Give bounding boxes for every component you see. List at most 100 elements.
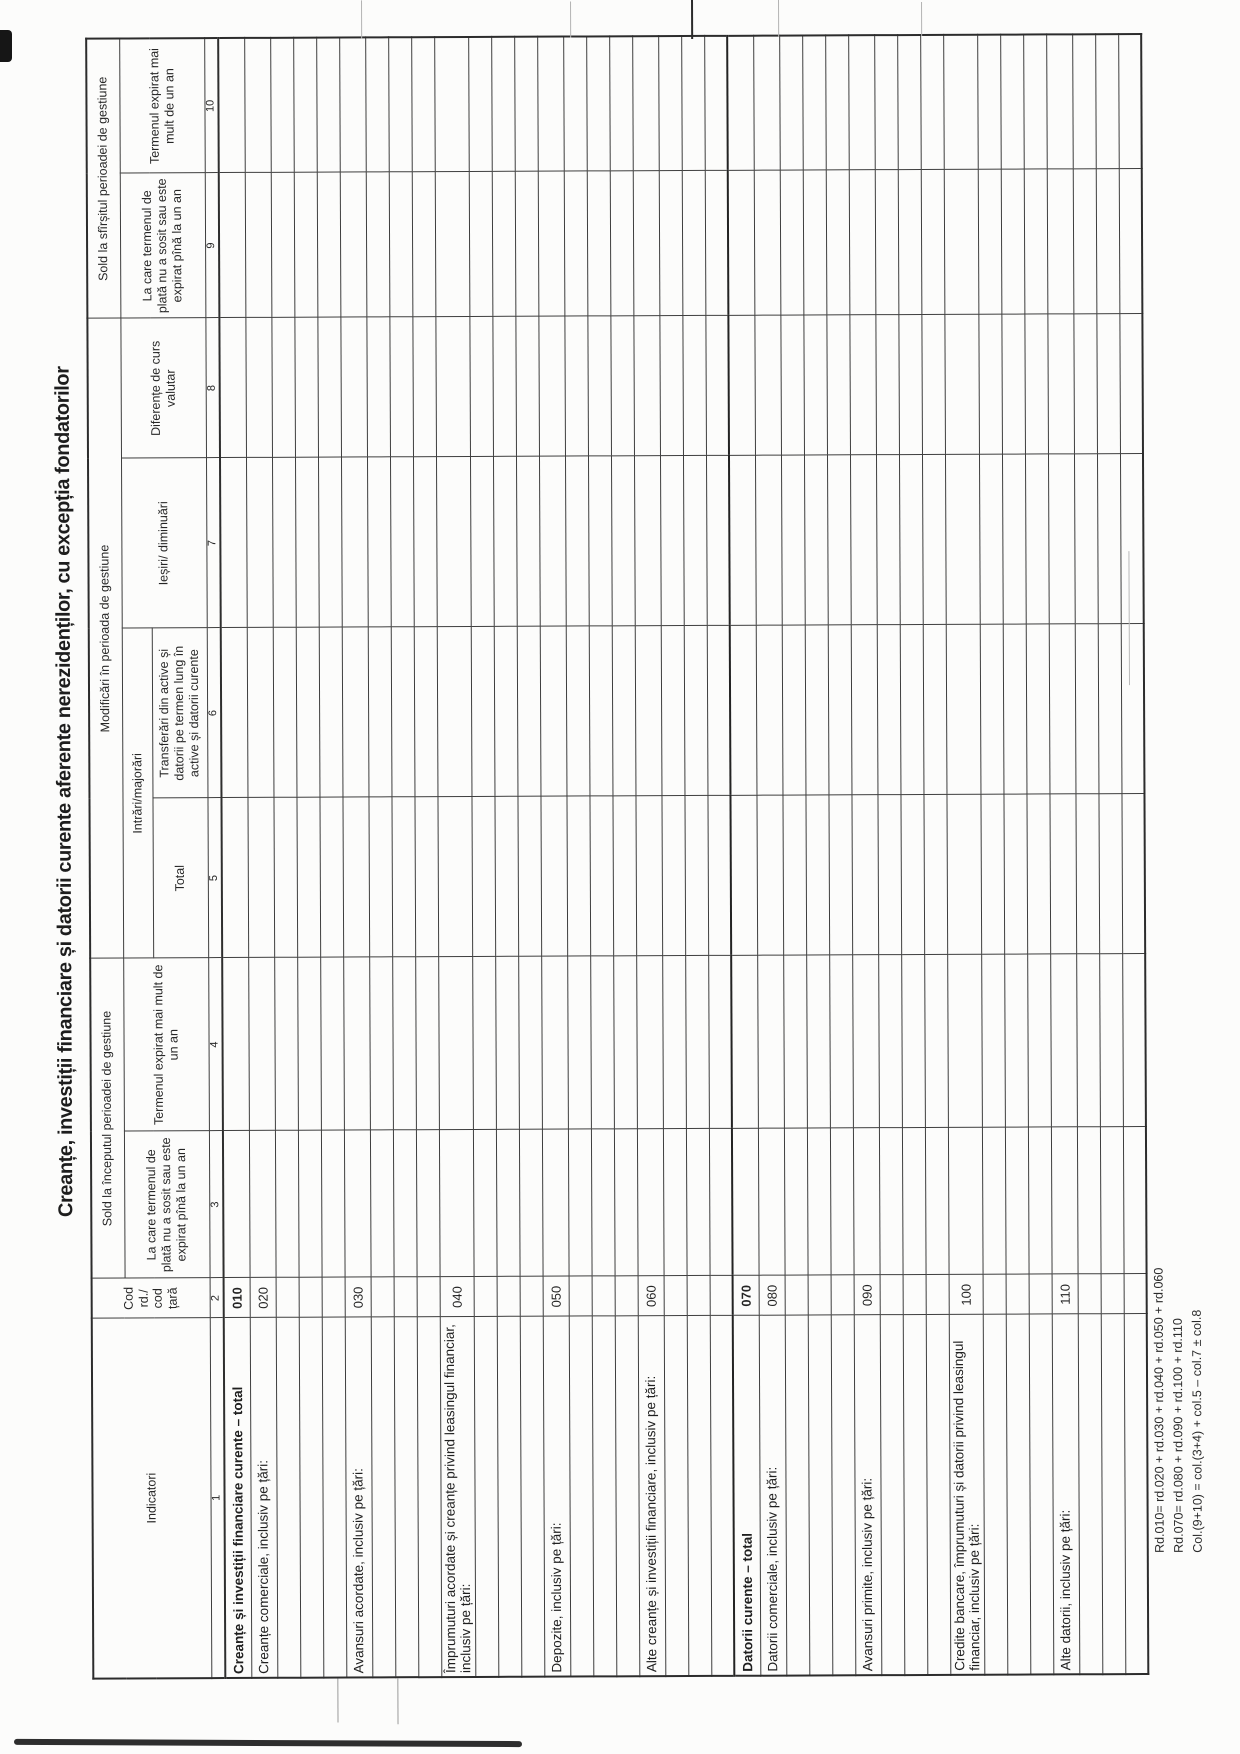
- blank-label-cell: [519, 1316, 545, 1677]
- data-cell: [1047, 314, 1074, 455]
- blank-label-cell: [1028, 1314, 1054, 1675]
- data-cell: [706, 625, 731, 796]
- data-cell: [469, 316, 493, 457]
- data-cell: [244, 37, 271, 173]
- blank-label-cell: [275, 1317, 301, 1678]
- data-cell: [515, 456, 540, 627]
- header-col9: La care termenul de plată nu a sosit sau…: [119, 173, 206, 319]
- data-cell: [754, 455, 782, 626]
- data-cell: [1024, 314, 1048, 455]
- data-cell: [220, 457, 247, 629]
- data-cell: [220, 627, 248, 799]
- data-cell: [1048, 624, 1076, 795]
- data-cell: [705, 315, 729, 456]
- data-cell: [980, 794, 1005, 955]
- data-cell: [947, 954, 982, 1128]
- row-code: 090: [853, 1275, 880, 1316]
- data-cell: [318, 627, 343, 798]
- data-cell: [366, 317, 390, 458]
- data-cell: [1050, 1127, 1078, 1275]
- blank-code-cell: [568, 1276, 592, 1317]
- data-cell: [540, 796, 568, 957]
- data-cell: [297, 957, 321, 1131]
- data-cell: [681, 170, 706, 317]
- data-cell: [634, 626, 662, 797]
- data-cell: [388, 37, 412, 173]
- data-cell: [293, 172, 318, 318]
- data-cell: [435, 316, 470, 458]
- blank-code-cell: [709, 1275, 733, 1316]
- row-label: Depozite, inclusiv pe țări:: [542, 1316, 571, 1677]
- column-number: 7: [206, 458, 221, 629]
- data-cell: [413, 627, 438, 798]
- data-cell: [825, 35, 849, 171]
- data-cell: [897, 169, 922, 316]
- blank-label-cell: [591, 1316, 617, 1677]
- data-cell: [414, 797, 439, 958]
- data-cell: [610, 316, 634, 457]
- data-cell: [783, 1128, 808, 1276]
- data-cell: [1023, 169, 1048, 315]
- data-cell: [613, 956, 637, 1130]
- data-cell: [495, 956, 519, 1130]
- data-cell: [1023, 34, 1047, 170]
- data-cell: [538, 316, 565, 457]
- data-cell: [684, 795, 709, 957]
- data-cell: [389, 457, 414, 628]
- data-cell: [757, 955, 784, 1129]
- row-code: 070: [732, 1275, 759, 1316]
- data-cell: [515, 316, 539, 457]
- scan-line-artifact: [397, 1678, 399, 1725]
- data-cell: [901, 1127, 926, 1276]
- data-cell: [849, 455, 877, 626]
- data-cell: [1075, 794, 1100, 955]
- data-cell: [491, 36, 515, 172]
- column-number: 6: [206, 628, 222, 799]
- data-cell: [541, 1129, 569, 1277]
- data-cell: [977, 34, 1001, 170]
- data-cell: [388, 172, 413, 318]
- data-cell: [565, 626, 590, 797]
- data-cell: [340, 457, 368, 628]
- data-cell: [248, 957, 275, 1131]
- data-cell: [753, 170, 781, 316]
- data-cell: [852, 955, 879, 1129]
- data-cell: [1001, 454, 1026, 625]
- data-cell: [246, 627, 274, 798]
- data-cell: [297, 1130, 322, 1278]
- blank-label-cell: [1100, 1314, 1126, 1675]
- data-cell: [438, 956, 473, 1131]
- data-cell: [365, 37, 389, 173]
- data-cell: [274, 1130, 299, 1278]
- data-cell: [1025, 624, 1050, 795]
- data-cell: [1046, 169, 1074, 315]
- data-cell: [922, 624, 947, 795]
- data-cell: [567, 956, 591, 1130]
- data-cell: [586, 36, 610, 172]
- blank-code-cell: [614, 1276, 638, 1317]
- data-cell: [898, 454, 923, 626]
- data-cell: [342, 797, 370, 958]
- blank-code-cell: [275, 1277, 299, 1318]
- data-cell: [1096, 314, 1120, 455]
- data-cell: [317, 457, 342, 628]
- blank-label-cell: [416, 1317, 442, 1678]
- data-cell: [366, 457, 391, 628]
- data-cell: [1003, 794, 1028, 955]
- data-cell: [1122, 1127, 1147, 1275]
- data-cell: [946, 794, 982, 955]
- data-cell: [492, 316, 516, 457]
- blank-label-cell: [784, 1315, 810, 1676]
- data-cell: [320, 1130, 345, 1278]
- data-cell: [781, 625, 806, 796]
- data-cell: [658, 171, 683, 317]
- data-cell: [294, 317, 318, 458]
- data-cell: [730, 795, 758, 956]
- data-cell: [662, 956, 686, 1130]
- blank-label-cell: [1123, 1314, 1149, 1675]
- data-cell: [492, 456, 517, 627]
- data-cell: [633, 316, 660, 457]
- blank-label-cell: [709, 1315, 735, 1676]
- data-cell: [343, 1130, 371, 1278]
- data-cell: [1002, 624, 1027, 795]
